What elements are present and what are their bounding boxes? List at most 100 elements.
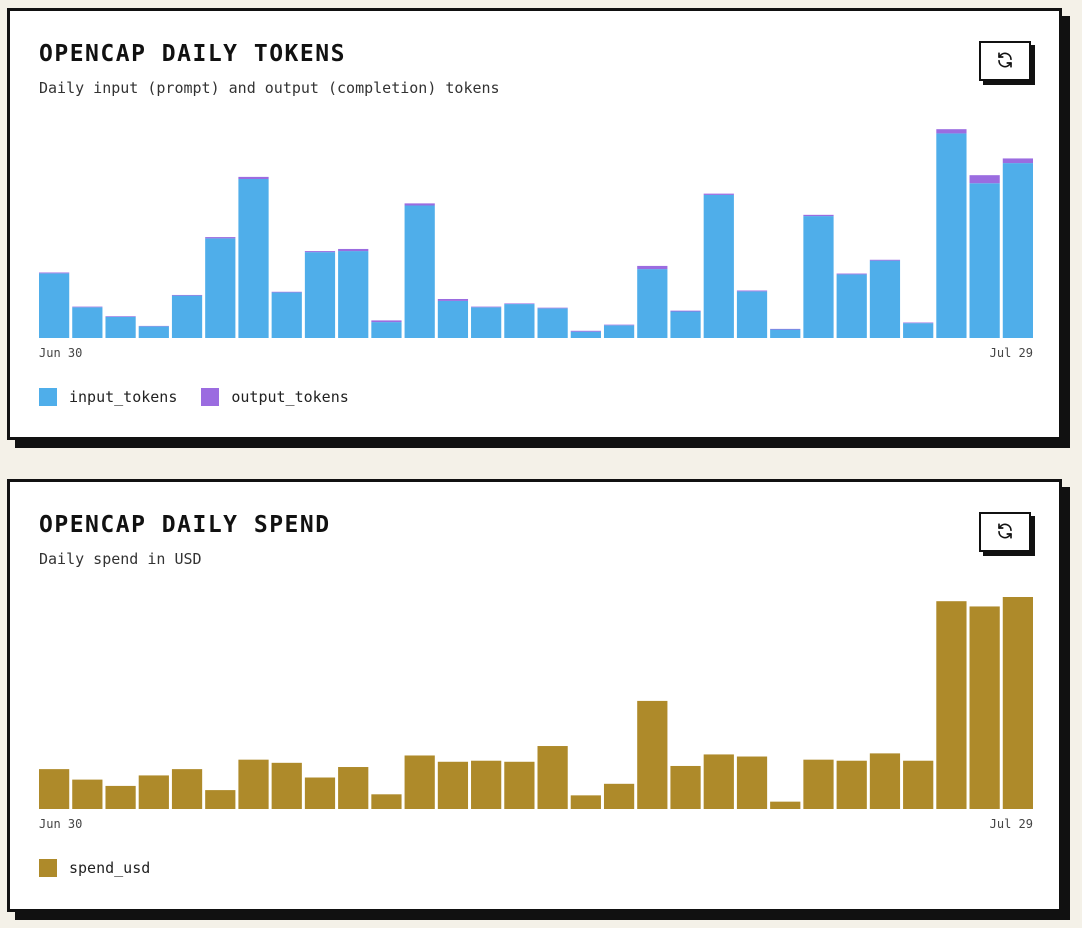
bar-output_tokens-jul-9[interactable]	[338, 248, 369, 252]
bar-spend_usd-jul-4[interactable]	[171, 769, 203, 809]
legend-item-spend-usd[interactable]: spend_usd	[39, 859, 150, 877]
bar-output_tokens-jul-20[interactable]	[703, 193, 734, 195]
bar-input_tokens-jul-3[interactable]	[138, 326, 169, 338]
bar-input_tokens-jul-12[interactable]	[437, 300, 469, 338]
bar-output_tokens-jul-28[interactable]	[969, 175, 1000, 184]
bar-spend_usd-jul-27[interactable]	[936, 601, 967, 809]
bar-output_tokens-jul-19[interactable]	[670, 310, 701, 312]
bar-output_tokens-jul-14[interactable]	[504, 303, 535, 305]
bar-input_tokens-jul-2[interactable]	[105, 316, 136, 338]
bar-spend_usd-jul-6[interactable]	[238, 759, 269, 809]
refresh-icon	[996, 522, 1014, 543]
bar-spend_usd-jul-22[interactable]	[770, 801, 801, 809]
bar-spend_usd-jul-18[interactable]	[637, 700, 668, 809]
bar-output_tokens-jul-7[interactable]	[271, 291, 302, 293]
bar-input_tokens-jul-18[interactable]	[637, 269, 668, 338]
bar-input_tokens-jul-1[interactable]	[72, 307, 103, 338]
bar-spend_usd-jun-30[interactable]	[39, 769, 70, 809]
bar-spend_usd-jul-5[interactable]	[205, 790, 236, 809]
bar-input_tokens-jul-9[interactable]	[338, 251, 369, 338]
bar-spend_usd-jul-28[interactable]	[969, 606, 1000, 809]
bar-input_tokens-jul-14[interactable]	[504, 304, 535, 338]
bar-input_tokens-jul-6[interactable]	[238, 179, 269, 338]
bar-output_tokens-jul-8[interactable]	[304, 251, 336, 253]
bar-input_tokens-jul-4[interactable]	[171, 295, 203, 338]
bar-output_tokens-jul-21[interactable]	[736, 290, 768, 292]
bar-input_tokens-jul-10[interactable]	[371, 322, 402, 338]
bar-spend_usd-jul-8[interactable]	[304, 777, 336, 809]
bar-output_tokens-jul-27[interactable]	[936, 129, 967, 134]
bar-output_tokens-jul-16[interactable]	[570, 330, 601, 332]
bar-spend_usd-jul-10[interactable]	[371, 794, 402, 809]
bar-input_tokens-jul-13[interactable]	[471, 307, 502, 338]
bar-output_tokens-jul-4[interactable]	[171, 294, 203, 296]
bar-input_tokens-jul-25[interactable]	[869, 260, 901, 338]
bar-spend_usd-jul-14[interactable]	[504, 761, 535, 809]
bar-spend_usd-jul-19[interactable]	[670, 765, 701, 809]
legend-label: input_tokens	[69, 388, 178, 406]
bar-input_tokens-jun-30[interactable]	[39, 273, 70, 338]
spend-chart-card: OPENCAP DAILY SPEND Daily spend in USD J…	[7, 479, 1062, 912]
bar-output_tokens-jul-15[interactable]	[537, 307, 568, 309]
bar-input_tokens-jul-26[interactable]	[903, 323, 934, 338]
refresh-button[interactable]	[979, 512, 1031, 552]
refresh-button[interactable]	[979, 41, 1031, 81]
bar-input_tokens-jul-22[interactable]	[770, 329, 801, 338]
bar-output_tokens-jul-13[interactable]	[471, 306, 502, 308]
bar-output_tokens-jun-30[interactable]	[39, 272, 70, 274]
bar-spend_usd-jul-3[interactable]	[138, 775, 169, 809]
bar-input_tokens-jul-8[interactable]	[304, 252, 336, 338]
bar-spend_usd-jul-12[interactable]	[437, 761, 469, 809]
bar-spend_usd-jul-21[interactable]	[736, 756, 768, 809]
bar-input_tokens-jul-27[interactable]	[936, 133, 967, 338]
bar-output_tokens-jul-5[interactable]	[205, 237, 236, 239]
bar-input_tokens-jul-23[interactable]	[803, 216, 834, 338]
bar-spend_usd-jul-29[interactable]	[1002, 597, 1033, 809]
bar-input_tokens-jul-16[interactable]	[570, 331, 601, 338]
chart-title: OPENCAP DAILY SPEND	[39, 512, 331, 538]
bar-output_tokens-jul-11[interactable]	[404, 203, 435, 206]
bar-spend_usd-jul-24[interactable]	[836, 760, 867, 809]
bar-input_tokens-jul-17[interactable]	[603, 325, 635, 338]
bar-spend_usd-jul-16[interactable]	[570, 795, 601, 809]
bar-output_tokens-jul-29[interactable]	[1002, 158, 1033, 164]
bar-input_tokens-jul-19[interactable]	[670, 311, 701, 339]
legend-item-output-tokens[interactable]: output_tokens	[201, 388, 349, 406]
bar-output_tokens-jul-2[interactable]	[105, 316, 136, 317]
bar-input_tokens-jul-28[interactable]	[969, 183, 1000, 338]
bar-spend_usd-jul-13[interactable]	[471, 760, 502, 809]
bar-spend_usd-jul-7[interactable]	[271, 762, 302, 809]
bar-input_tokens-jul-5[interactable]	[205, 238, 236, 338]
bar-spend_usd-jul-2[interactable]	[105, 785, 136, 809]
legend-item-input-tokens[interactable]: input_tokens	[39, 388, 177, 406]
chart-subtitle: Daily input (prompt) and output (complet…	[39, 79, 500, 97]
bar-spend_usd-jul-11[interactable]	[404, 755, 435, 809]
bar-input_tokens-jul-29[interactable]	[1002, 163, 1033, 338]
bar-spend_usd-jul-1[interactable]	[72, 779, 103, 809]
bar-spend_usd-jul-26[interactable]	[903, 760, 934, 809]
bar-output_tokens-jul-18[interactable]	[637, 265, 668, 270]
bar-spend_usd-jul-17[interactable]	[603, 783, 635, 809]
bar-input_tokens-jul-11[interactable]	[404, 205, 435, 339]
bar-output_tokens-jul-12[interactable]	[437, 298, 469, 301]
bar-output_tokens-jul-10[interactable]	[371, 320, 402, 323]
bar-output_tokens-jul-24[interactable]	[836, 273, 867, 275]
bar-spend_usd-jul-23[interactable]	[803, 759, 834, 809]
bar-output_tokens-jul-22[interactable]	[770, 328, 801, 330]
bar-spend_usd-jul-15[interactable]	[537, 746, 568, 809]
bar-spend_usd-jul-20[interactable]	[703, 754, 734, 809]
bar-input_tokens-jul-20[interactable]	[703, 194, 734, 338]
bar-input_tokens-jul-7[interactable]	[271, 292, 302, 338]
bar-output_tokens-jul-6[interactable]	[238, 176, 269, 179]
bar-input_tokens-jul-24[interactable]	[836, 274, 867, 338]
bar-input_tokens-jul-15[interactable]	[537, 308, 568, 338]
bar-output_tokens-jul-23[interactable]	[803, 214, 834, 217]
bar-spend_usd-jul-25[interactable]	[869, 753, 901, 809]
bar-input_tokens-jul-21[interactable]	[736, 291, 768, 338]
bar-output_tokens-jul-17[interactable]	[603, 324, 635, 326]
x-tick-label: Jul 29	[990, 346, 1033, 360]
bar-spend_usd-jul-9[interactable]	[338, 767, 369, 809]
bar-output_tokens-jul-25[interactable]	[869, 259, 901, 261]
bar-output_tokens-jul-1[interactable]	[72, 306, 103, 308]
bar-output_tokens-jul-26[interactable]	[903, 322, 934, 324]
